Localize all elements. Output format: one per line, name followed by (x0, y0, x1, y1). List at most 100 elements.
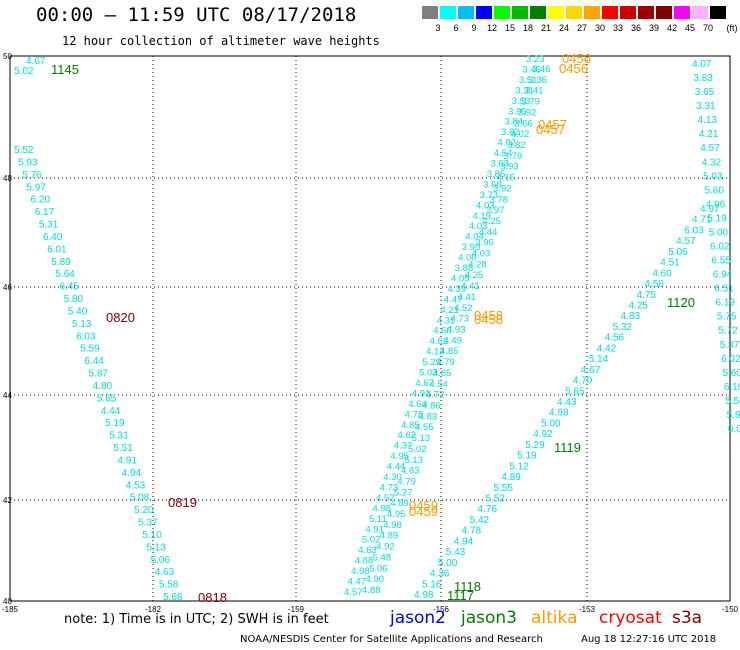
diagonal-track-value: 4.94 (454, 536, 474, 547)
mid-track-b-value: 4.25 (465, 270, 484, 281)
longitude-label: -185 (2, 605, 19, 614)
mid-track-b-value: 5.27 (394, 487, 413, 498)
scale-swatch (440, 6, 456, 19)
scale-swatch (584, 6, 600, 19)
mid-track-a-value: 4.60 (433, 326, 452, 337)
scale-label: 36 (630, 23, 641, 33)
mid-track-a-value: 5.11 (369, 514, 387, 525)
mid-track-b-value: 4.90 (366, 574, 385, 585)
mid-track-b-value: 5.06 (369, 563, 388, 574)
diagonal-track-value: 5.29 (525, 440, 545, 451)
mid-track-a-value: 4.85 (401, 420, 420, 431)
west-track-value: 4.94 (122, 468, 142, 479)
pass-time-label: 0456 (562, 51, 591, 66)
scale-label: 9 (471, 23, 477, 33)
credit-line: NOAA/NESDIS Center for Satellite Applica… (240, 634, 543, 645)
scale-label: 3 (435, 23, 441, 33)
west-track-value: 6.17 (35, 207, 55, 218)
mid-track-b-value: 4.73 (451, 314, 470, 325)
diagonal-track-value: 5.00 (438, 558, 458, 569)
pass-time-label: 0456 (559, 61, 588, 76)
east-track-value: 4.07 (692, 59, 712, 70)
mid-track-b-value: 4.72 (426, 390, 445, 401)
east-track-value: 6.94 (713, 270, 733, 281)
mid-track-b-value: 4.85 (440, 346, 459, 357)
scale-label: 27 (576, 23, 587, 33)
mid-track-a-value: 3.85 (487, 169, 506, 180)
mid-track-a-value: 4.78 (405, 409, 424, 420)
diagonal-track-value: 4.56 (605, 333, 625, 344)
mid-track-b-value: 5.02 (408, 444, 427, 455)
mid-track-b-value: 4.83 (401, 466, 420, 477)
longitude-label: -150 (722, 605, 739, 614)
latitude-label: 44 (3, 391, 12, 400)
mid-track-b-value: 3.93 (500, 162, 519, 173)
mid-track-b-value: 4.15 (497, 173, 516, 184)
latitude-label: 48 (3, 174, 12, 183)
mid-track-b-value: 5.13 (412, 433, 431, 444)
diagonal-track-value: 5.14 (589, 354, 609, 365)
diagonal-track-value: 4.89 (501, 472, 521, 483)
diagonal-track-value: 5.16 (422, 579, 442, 590)
diagonal-track-value: 5.55 (493, 483, 513, 494)
mid-track-a-value: 3.53 (512, 96, 530, 107)
mid-track-a-value: 3.68 (483, 179, 502, 190)
east-track-value: 5.75 (717, 312, 737, 323)
east-track-value: 6.02 (710, 242, 730, 253)
west-track-value: 5.13 (72, 319, 92, 330)
diagonal-track-value: 4.51 (660, 258, 680, 269)
pass-time-label: 1118 (454, 579, 481, 594)
scale-label: 42 (666, 23, 677, 33)
mid-track-b-value: 3.78 (490, 194, 509, 205)
scale-swatch (458, 6, 474, 19)
west-track-value: 5.06 (151, 555, 171, 566)
mid-track-b-value: 4.25 (482, 216, 501, 227)
east-track-value: 6.08 (728, 424, 740, 435)
mid-track-b-value: 4.41 (461, 281, 480, 292)
pass-time-label: 1145 (51, 62, 79, 77)
east-track-value: 5.60 (722, 368, 740, 379)
east-track-value: 6.02 (721, 354, 740, 365)
west-track-value: 4.63 (155, 567, 175, 578)
diagonal-track-value: 5.52 (486, 494, 506, 505)
west-track-value: 5.68 (163, 592, 183, 603)
east-track-value: 6.55 (711, 256, 731, 267)
east-track-value: 4.57 (700, 143, 720, 154)
mid-track-a-value: 3.46 (522, 64, 541, 75)
longitude-label: -156 (433, 605, 450, 614)
mid-track-a-value: 4.44 (387, 462, 406, 473)
mid-track-a-value: 4.54 (494, 148, 512, 159)
west-track-value: 5.13 (146, 542, 166, 553)
east-track-value: 5.03 (703, 171, 723, 182)
scale-swatch (422, 6, 438, 19)
scale-swatch (602, 6, 618, 19)
diagonal-track-value: 4.60 (652, 268, 672, 279)
mid-track-b-value: 4.92 (376, 542, 395, 553)
pass-time-label: 0458 (474, 312, 503, 327)
pass-time-label: 1119 (554, 440, 581, 455)
scale-swatch (710, 6, 726, 19)
diagonal-track-value: 4.75 (636, 290, 656, 301)
mid-track-b-value: 4.79 (436, 357, 455, 368)
mid-track-a-value: 5.03 (419, 368, 438, 379)
west-track-value: 5.31 (39, 220, 59, 231)
mid-track-b-value: 3.92 (518, 107, 537, 118)
scale-swatch (692, 6, 708, 19)
diagonal-track-value: 4.70 (573, 376, 593, 387)
mid-track-a-value: 3.23 (526, 54, 545, 65)
mid-track-b-value: 3.66 (514, 118, 533, 129)
scale-swatch (494, 6, 510, 19)
diagonal-track-value: 5.12 (509, 461, 529, 472)
map-subtitle: 12 hour collection of altimeter wave hei… (62, 34, 380, 48)
mid-track-a-value: 4.03 (476, 200, 495, 211)
diagonal-track-value: 4.92 (533, 429, 553, 440)
pass-time-label: 1120 (667, 295, 695, 310)
mid-track-a-value: 3.90 (462, 242, 481, 253)
east-track-value: 4.13 (698, 115, 718, 126)
east-track-value: 6.19 (716, 298, 736, 309)
diagonal-track-value: 4.97 (700, 204, 720, 215)
diagonal-track-value: 5.42 (470, 515, 490, 526)
mid-track-a-value: 4.31 (437, 315, 456, 326)
mid-track-b-value: 4.89 (390, 498, 409, 509)
